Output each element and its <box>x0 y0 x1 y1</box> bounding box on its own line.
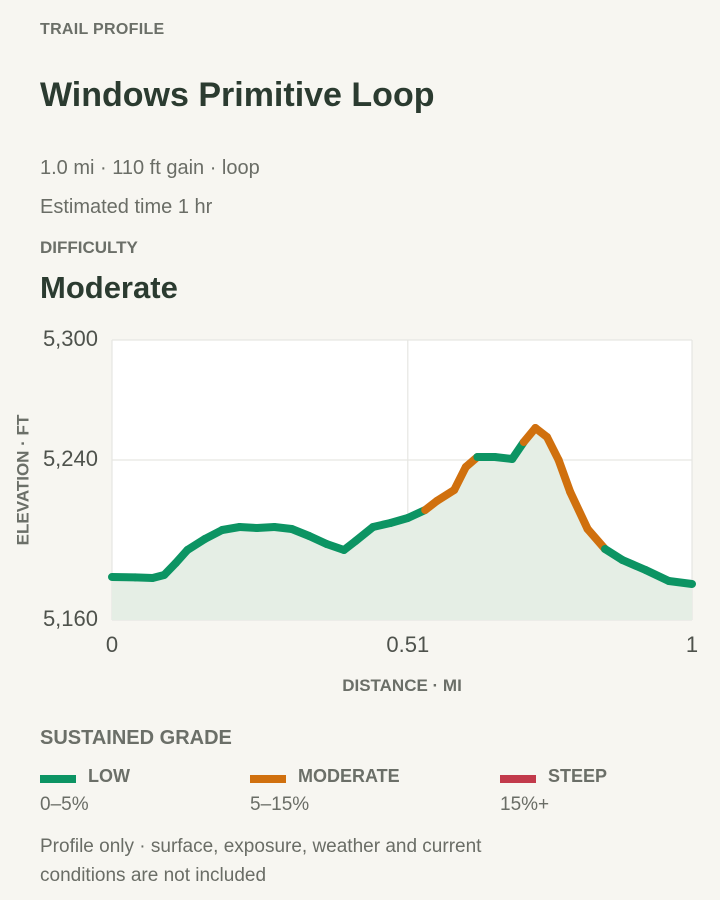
legend-name-low: LOW <box>88 766 130 786</box>
line-segment-low <box>618 556 650 574</box>
y-tick-label: 5,300 <box>43 326 98 351</box>
difficulty-value: Moderate <box>40 270 178 305</box>
footnote: Profile only · surface, exposure, weathe… <box>40 836 482 886</box>
difficulty-label: DIFFICULTY <box>40 238 138 257</box>
legend-title: SUSTAINED GRADE <box>40 727 232 749</box>
elevation-line <box>108 424 696 588</box>
legend-range-low: 0–5% <box>40 794 89 815</box>
line-segment-moderate <box>554 456 575 496</box>
trail-title: Windows Primitive Loop <box>40 76 435 114</box>
x-tick-label: 1 <box>686 632 698 657</box>
line-segment-moderate <box>543 433 563 464</box>
x-tick-label: 0.51 <box>386 632 429 657</box>
section-eyebrow: TRAIL PROFILE <box>40 21 165 38</box>
y-tick-label: 5,240 <box>43 446 98 471</box>
legend-range-moderate: 5–15% <box>250 794 310 815</box>
legend-range-steep: 15%+ <box>500 794 550 815</box>
legend-swatch-steep <box>500 775 536 783</box>
line-segment-moderate <box>566 488 592 533</box>
trail-stats: 1.0 mi · 110 ft gain · loop <box>40 157 260 179</box>
estimated-time: Estimated time 1 hr <box>40 196 213 218</box>
legend-swatch-moderate <box>250 775 286 783</box>
legend-name-steep: STEEP <box>548 766 608 786</box>
elevation-area <box>112 428 692 620</box>
elevation-chart: 5,300 5,240 5,160 0 0.51 1 ELEVATION · FT DIS… <box>13 326 698 695</box>
line-segment-low <box>664 577 696 588</box>
legend-name-moderate: MODERATE <box>298 766 400 786</box>
y-axis-label: ELEVATION · FT <box>13 414 32 545</box>
line-segment-low <box>641 566 673 585</box>
tick-labels: 5,300 5,240 5,160 0 0.51 1 <box>43 326 698 657</box>
x-tick-label: 0 <box>106 632 118 657</box>
line-segment-moderate <box>450 463 470 494</box>
y-tick-label: 5,160 <box>43 606 98 631</box>
x-axis-label: DISTANCE · MI <box>342 676 462 695</box>
legend-swatch-low <box>40 775 76 783</box>
line-segment-moderate <box>583 525 609 553</box>
